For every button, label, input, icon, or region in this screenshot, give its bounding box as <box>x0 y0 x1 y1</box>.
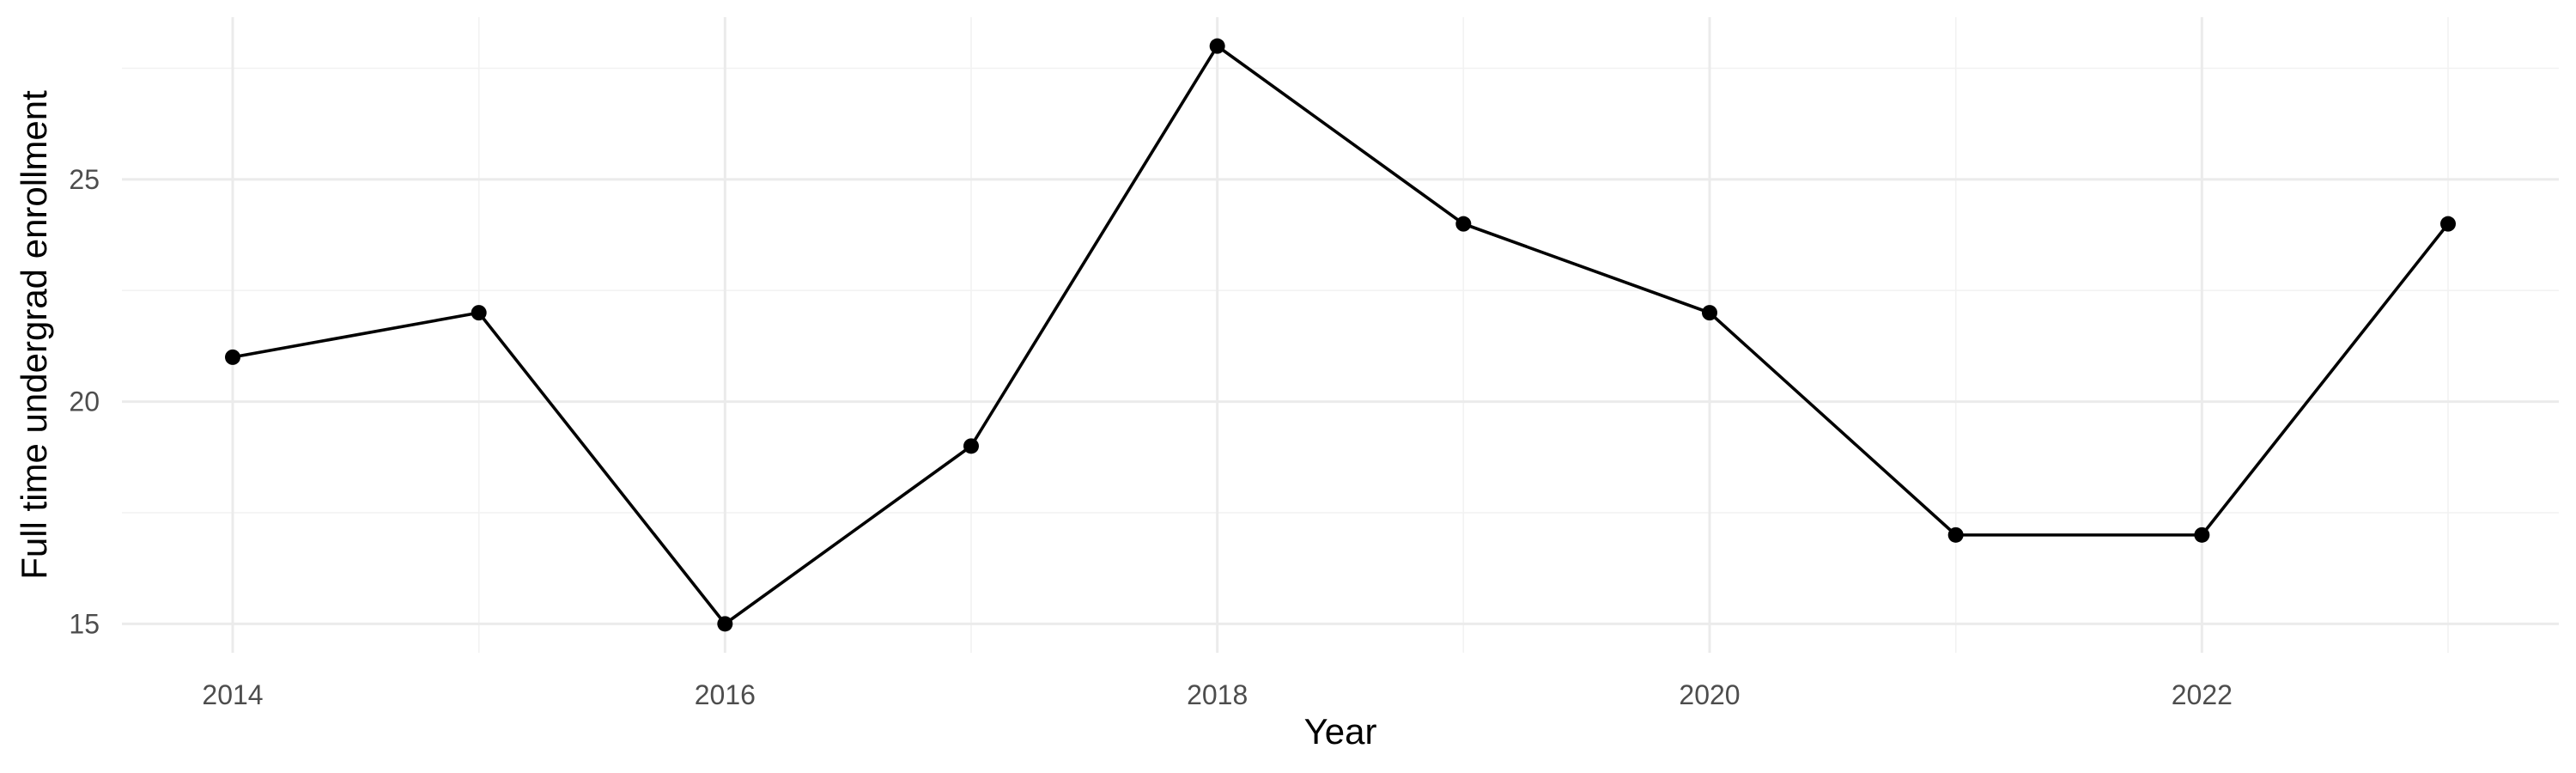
y-tick-label: 15 <box>69 608 100 639</box>
x-tick-label: 2014 <box>202 679 263 710</box>
data-point-2023 <box>2440 216 2456 232</box>
x-tick-label: 2022 <box>2172 679 2233 710</box>
x-tick-label: 2020 <box>1679 679 1740 710</box>
minor-gridlines <box>122 17 2559 653</box>
major-gridlines <box>122 17 2559 653</box>
series-layer <box>225 38 2456 632</box>
x-tick-label: 2018 <box>1187 679 1248 710</box>
data-point-2018 <box>1209 38 1225 54</box>
data-point-2020 <box>1702 305 1717 321</box>
data-point-2017 <box>963 438 979 454</box>
x-tick-label: 2016 <box>695 679 756 710</box>
y-axis-title: Full time undergrad enrollment <box>14 90 54 580</box>
data-point-2019 <box>1455 216 1472 232</box>
data-point-2022 <box>2194 526 2210 543</box>
data-point-2016 <box>717 616 733 632</box>
y-tick-label: 20 <box>69 386 100 417</box>
data-point-2021 <box>1947 526 1964 543</box>
x-axis-title: Year <box>1304 711 1377 752</box>
data-point-2014 <box>225 349 240 365</box>
series-line <box>232 44 2450 626</box>
data-point-2015 <box>471 305 487 321</box>
y-axis-tick-labels: 15 20 25 <box>69 164 100 639</box>
y-tick-label: 25 <box>69 164 100 195</box>
x-axis-tick-labels: 2014 2016 2018 2020 2022 <box>202 679 2233 710</box>
